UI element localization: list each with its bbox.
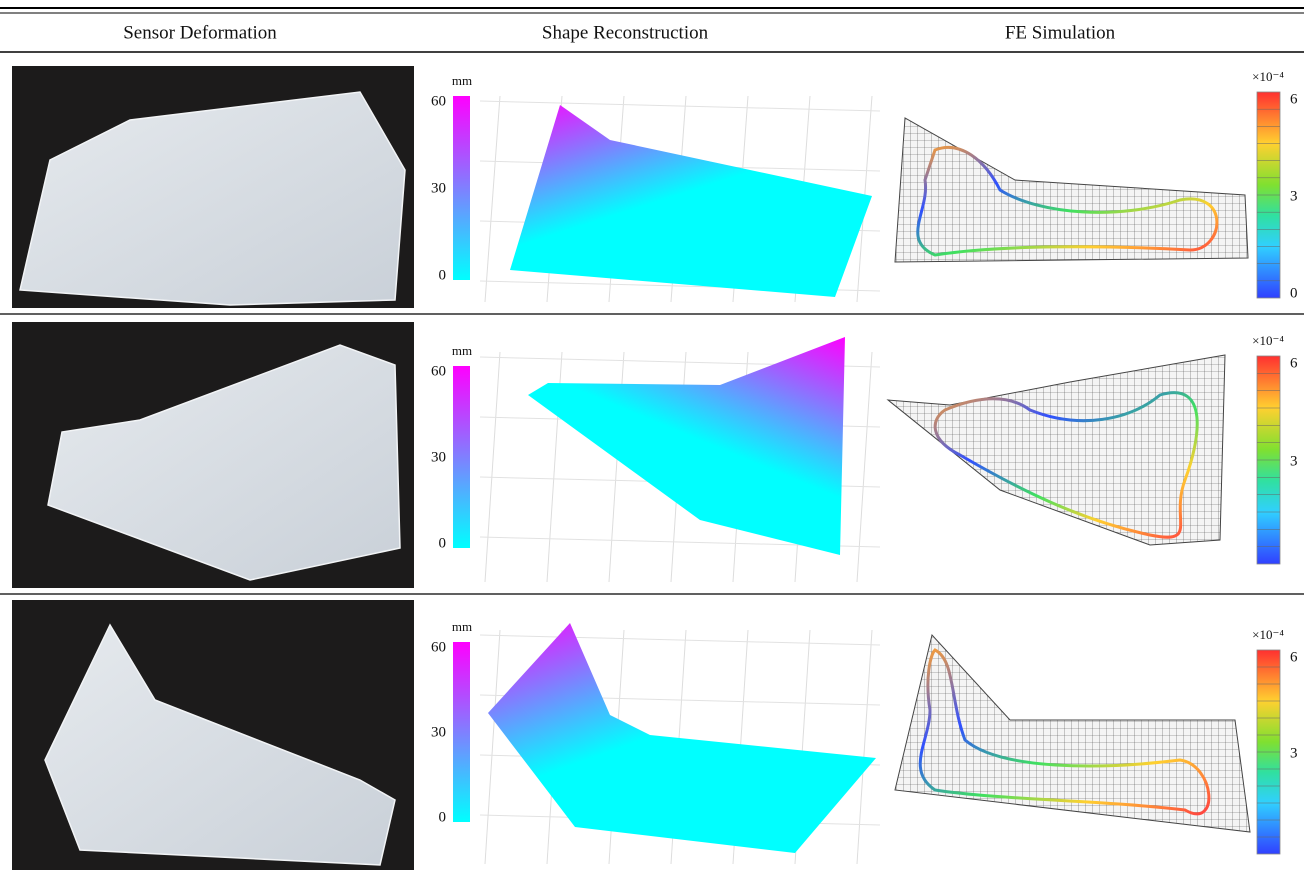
colorbar-tick-label: 6	[1290, 91, 1298, 107]
colorbar-tick-label: 6	[1290, 649, 1298, 665]
colorbar-tick-label: 60	[431, 363, 446, 379]
colorbar-tick-label: 60	[431, 639, 446, 655]
colorbar-unit: ×10⁻⁴	[1252, 333, 1284, 348]
reconstructed-surface	[488, 623, 876, 853]
colorbar-unit: ×10⁻⁴	[1252, 627, 1284, 642]
colorbar-tick-label: 3	[1290, 745, 1298, 761]
column-header: Sensor Deformation	[123, 22, 277, 43]
column-header: Shape Reconstruction	[542, 22, 709, 43]
fe-mesh	[895, 118, 1248, 262]
colorbar-tick-label: 0	[439, 267, 447, 283]
colorbar-unit: mm	[452, 73, 472, 88]
axis-grid	[857, 352, 872, 582]
colorbar-unit: ×10⁻⁴	[1252, 69, 1284, 84]
colorbar-unit: mm	[452, 343, 472, 358]
colorbar-tick-label: 60	[431, 93, 446, 109]
colorbar	[453, 96, 470, 280]
colorbar-unit: mm	[452, 619, 472, 634]
axis-grid	[485, 352, 500, 582]
axis-grid	[485, 630, 500, 864]
colorbar-tick-label: 0	[439, 809, 447, 825]
reconstructed-surface	[510, 105, 872, 297]
colorbar-tick-label: 30	[431, 449, 446, 465]
axis-grid	[480, 635, 880, 645]
colorbar-tick-label: 0	[439, 535, 447, 551]
column-header: FE Simulation	[1005, 22, 1116, 43]
figure: Sensor Deformation Shape Reconstruction …	[0, 0, 1304, 874]
colorbar-tick-label: 3	[1290, 188, 1298, 204]
colorbar	[453, 366, 470, 548]
colorbar-tick-label: 0	[1290, 285, 1298, 301]
axis-grid	[485, 96, 500, 302]
reconstructed-surface	[528, 337, 845, 555]
axis-grid	[480, 101, 880, 111]
colorbar-tick-label: 6	[1290, 355, 1298, 371]
colorbar-tick-label: 30	[431, 724, 446, 740]
colorbar-tick-label: 3	[1290, 453, 1298, 469]
colorbar	[453, 642, 470, 822]
colorbar-tick-label: 30	[431, 180, 446, 196]
fe-mesh	[888, 355, 1225, 545]
axis-grid	[857, 630, 872, 864]
